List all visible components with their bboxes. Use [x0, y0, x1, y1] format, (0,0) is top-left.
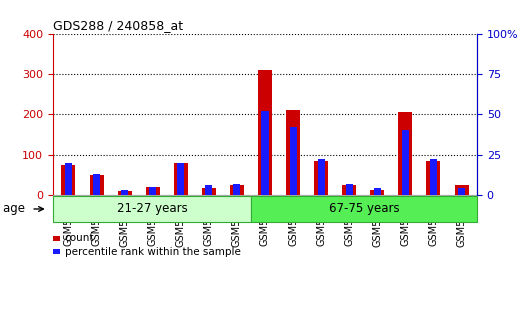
Bar: [118, 191, 131, 195]
Bar: [374, 188, 381, 195]
Bar: [314, 161, 328, 195]
Bar: [93, 174, 100, 195]
Bar: [430, 159, 437, 195]
Bar: [121, 190, 128, 195]
Bar: [149, 187, 156, 195]
Bar: [230, 185, 244, 195]
Bar: [177, 163, 184, 195]
Bar: [458, 188, 465, 195]
Bar: [455, 185, 469, 195]
Bar: [342, 185, 356, 195]
Bar: [399, 112, 412, 195]
Bar: [233, 183, 241, 195]
Text: age: age: [3, 203, 43, 215]
Text: 67-75 years: 67-75 years: [329, 203, 399, 215]
Text: percentile rank within the sample: percentile rank within the sample: [65, 247, 241, 257]
Bar: [146, 187, 160, 195]
Bar: [205, 185, 213, 195]
Bar: [261, 111, 269, 195]
Bar: [258, 70, 272, 195]
Bar: [90, 175, 103, 195]
Bar: [402, 130, 409, 195]
Bar: [61, 165, 75, 195]
Bar: [174, 163, 188, 195]
Bar: [53, 249, 60, 254]
Bar: [202, 187, 216, 195]
Bar: [370, 190, 384, 195]
Bar: [289, 127, 297, 195]
Text: 21-27 years: 21-27 years: [117, 203, 188, 215]
Bar: [286, 110, 300, 195]
Bar: [346, 183, 353, 195]
Bar: [317, 159, 325, 195]
FancyBboxPatch shape: [251, 196, 477, 222]
FancyBboxPatch shape: [53, 196, 251, 222]
Bar: [53, 236, 60, 241]
Text: count: count: [65, 233, 94, 243]
Text: GDS288 / 240858_at: GDS288 / 240858_at: [53, 19, 183, 33]
Bar: [65, 163, 72, 195]
Bar: [427, 161, 440, 195]
